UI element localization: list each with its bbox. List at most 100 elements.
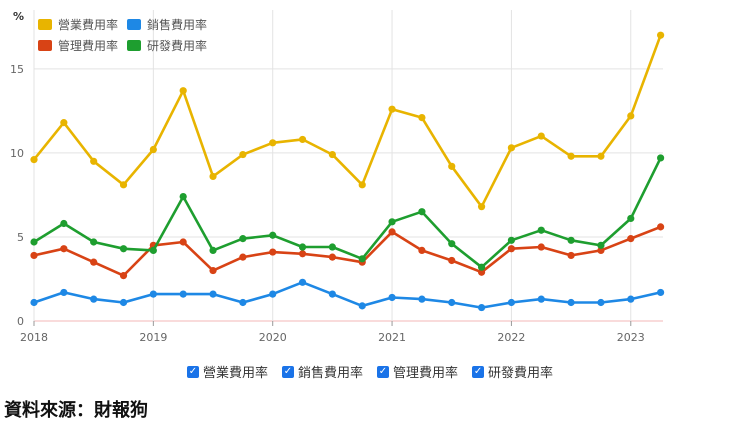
data-point [60,119,68,127]
data-point [269,231,277,239]
data-point [627,235,635,243]
data-point [328,243,336,251]
y-tick-label: 0 [17,315,24,328]
x-tick-label: 2022 [497,331,525,344]
series-line [33,280,661,309]
data-point [119,181,128,189]
legend-label: 銷售費用率 [147,17,207,32]
data-point [328,290,336,298]
data-point [567,251,575,260]
x-tick-label: 2020 [259,331,287,344]
series-2 [30,223,665,280]
source-caption: 資料來源：財報狗 [4,400,148,421]
data-point [597,246,605,254]
toggle-label: 營業費用率 [202,366,268,381]
data-point [298,135,307,144]
series-toggle-legend: ✓ 營業費用率 ✓ 銷售費用率 ✓ 管理費用率 ✓ 研發費用率 [0,362,740,381]
data-point [477,263,486,271]
grid [33,10,663,326]
data-point [239,253,247,261]
x-tick-label: 2018 [20,331,48,344]
data-point [537,132,545,140]
data-point [388,105,396,113]
data-point [209,172,217,181]
data-point [30,156,38,164]
data-point [537,243,545,251]
data-point [269,139,277,147]
data-point [657,31,665,39]
data-point [597,241,605,249]
data-point [179,290,187,298]
data-point [507,144,516,152]
toggle-series-3[interactable]: ✓ 研發費用率 [472,362,553,381]
data-point [388,293,396,302]
data-point [358,181,366,189]
data-point [328,253,336,261]
data-point [239,298,247,307]
data-point [358,255,366,263]
data-point [477,268,486,276]
data-point [507,245,516,253]
y-tick-label: 15 [10,63,24,76]
axes: % 0 5 10 15 2018 2019 2020 2021 2022 2023 [10,10,645,344]
data-point [269,290,277,298]
data-point [657,154,665,162]
data-point [388,228,396,236]
data-point [90,238,98,246]
data-point [657,288,665,297]
data-point [30,251,38,260]
legend-swatch [127,19,141,30]
toggle-series-0[interactable]: ✓ 營業費用率 [186,362,268,381]
checkbox-checked-icon[interactable]: ✓ [281,365,294,378]
data-point [627,214,635,223]
data-point [477,303,486,312]
data-point [537,295,545,303]
series-3 [30,154,665,271]
series-line [33,157,662,269]
x-tick-label: 2019 [139,331,167,344]
series-0 [30,31,665,211]
data-point [60,288,68,297]
data-point [627,112,635,120]
data-point [448,256,456,265]
y-axis-label: % [13,10,24,23]
data-point [119,272,128,280]
data-point [358,302,366,310]
data-point [388,218,396,226]
data-point [30,238,38,246]
data-point [448,240,456,248]
data-point [239,235,247,243]
data-point [298,278,307,286]
data-point [448,298,456,307]
data-point [627,295,635,303]
checkbox-checked-icon[interactable]: ✓ [472,365,485,378]
legend-label: 研發費用率 [147,38,207,53]
data-point [507,236,516,244]
data-point [507,298,516,307]
data-point [179,87,187,95]
data-point [597,298,605,307]
data-point [119,298,128,307]
data-point [239,150,247,159]
legend-swatch [127,40,141,51]
data-point [60,245,68,253]
x-tick-label: 2023 [617,331,645,344]
data-point [657,223,665,231]
data-point [418,246,426,254]
toggle-series-2[interactable]: ✓ 管理費用率 [377,362,458,381]
data-point [90,295,98,303]
y-tick-label: 5 [17,231,24,244]
series-line [33,225,662,277]
line-chart: % 0 5 10 15 2018 2019 2020 2021 2022 2023 營業費用率 銷售… [10,10,665,344]
data-point [537,226,545,234]
legend-label: 管理費用率 [58,38,118,53]
toggle-label: 銷售費用率 [297,366,363,381]
checkbox-checked-icon[interactable]: ✓ [377,365,389,378]
data-point [60,219,68,228]
toggle-series-1[interactable]: ✓ 銷售費用率 [281,362,363,381]
checkbox-checked-icon[interactable]: ✓ [186,365,199,378]
data-point [418,295,426,303]
data-point [328,150,336,159]
data-point [149,145,157,154]
